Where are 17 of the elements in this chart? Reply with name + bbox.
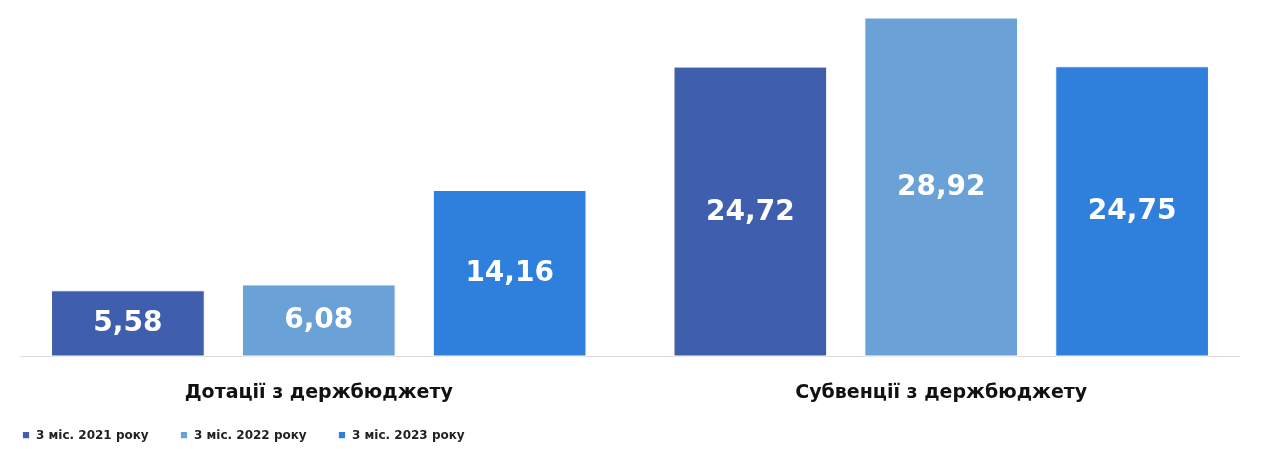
bar (673, 66, 828, 357)
bar (51, 290, 205, 357)
bar (432, 190, 587, 357)
data-label: 14,16 (465, 255, 554, 289)
bar (1055, 66, 1209, 357)
legend-label: 3 міс. 2022 року (194, 428, 307, 443)
data-label: 24,72 (706, 193, 795, 227)
data-label: 5,58 (93, 305, 163, 339)
legend-label: 3 міс. 2021 року (36, 428, 149, 443)
legend-label: 3 міс. 2023 року (352, 428, 465, 443)
bar (241, 284, 396, 357)
x-tick-label: Субвенції з держбюджету (795, 379, 1088, 402)
data-label: 28,92 (896, 169, 986, 202)
x-tick-label: Дотації з держбюджету (184, 379, 454, 402)
data-label: 24,75 (1087, 193, 1177, 227)
data-label: 6,08 (284, 302, 354, 336)
bar (864, 17, 1019, 357)
